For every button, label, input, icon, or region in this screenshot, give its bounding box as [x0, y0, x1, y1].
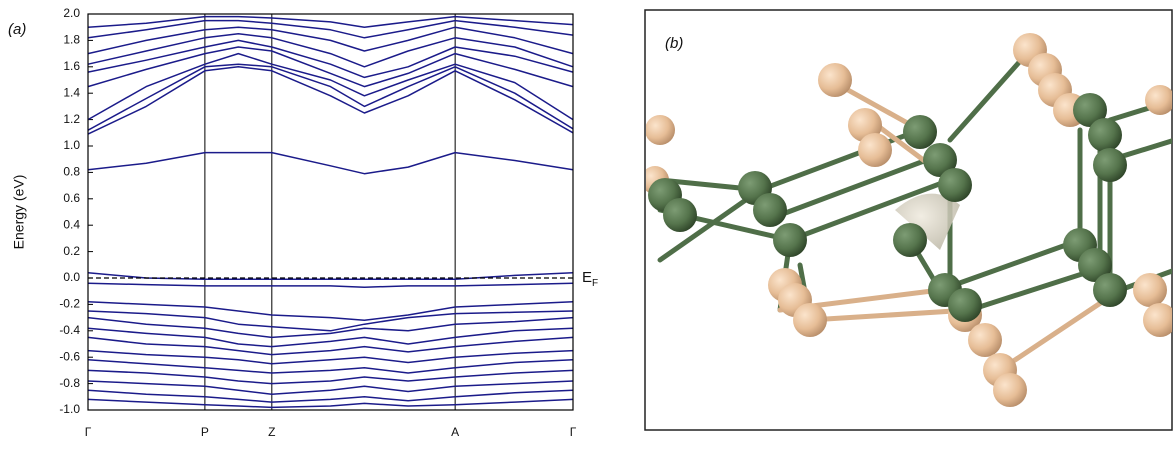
fermi-label-subscript: F: [592, 278, 598, 289]
y-tick-label: 1.2: [63, 112, 80, 126]
y-tick-label: 2.0: [63, 6, 80, 20]
y-tick-label: 1.4: [63, 85, 80, 99]
y-tick-label: -0.8: [59, 376, 80, 390]
panel-label: (b): [665, 35, 683, 52]
band: [88, 351, 573, 364]
band: [88, 302, 573, 320]
band: [88, 283, 573, 287]
y-tick-label: 1.0: [63, 138, 80, 152]
band: [88, 390, 573, 402]
x-tick-label: Γ: [570, 425, 577, 439]
band: [88, 34, 573, 67]
band: [88, 153, 573, 174]
band: [88, 360, 573, 373]
band: [88, 337, 573, 354]
plot-area: 2.0 1.8 1.6 1.4 1.2 1.0 0.8 0.6 0.4 0.2 0.0 -0.2 -0.…: [59, 6, 576, 439]
y-axis-label: Energy (eV): [11, 175, 27, 250]
y-tick-label: 1.6: [63, 59, 80, 73]
y-tick-label: 0.4: [63, 217, 80, 231]
fermi-label: EF: [582, 269, 598, 289]
band: [88, 370, 573, 383]
y-tick-label: -0.2: [59, 297, 80, 311]
y-tick-label: 0.0: [63, 270, 80, 284]
x-tick-label: A: [451, 425, 459, 439]
band: [88, 67, 573, 134]
y-tick-label: 1.8: [63, 33, 80, 47]
y-tick-label: 0.2: [63, 244, 80, 258]
band: [88, 381, 573, 394]
x-tick-label: Γ: [85, 425, 92, 439]
fermi-label-text: E: [582, 269, 592, 286]
x-tick-label: P: [201, 425, 209, 439]
page: {"chart_data": {"type": "line", "panel_l…: [0, 0, 1174, 444]
y-tick-label: -0.4: [59, 323, 80, 337]
x-tick-label: Z: [268, 425, 275, 439]
y-tick-label: 0.6: [63, 191, 80, 205]
panel-label: (a): [8, 21, 26, 38]
band: [88, 311, 573, 331]
y-tick-label: 0.8: [63, 165, 80, 179]
band: [88, 40, 573, 77]
band: [88, 27, 573, 53]
y-tick-label: -1.0: [59, 402, 80, 416]
y-tick-label: -0.6: [59, 349, 80, 363]
band: [88, 399, 573, 407]
figure: (a) Energy (eV) 2.0 1.8 1.6 1.4 1.2 1.0 0.8 0.6…: [0, 0, 1174, 444]
